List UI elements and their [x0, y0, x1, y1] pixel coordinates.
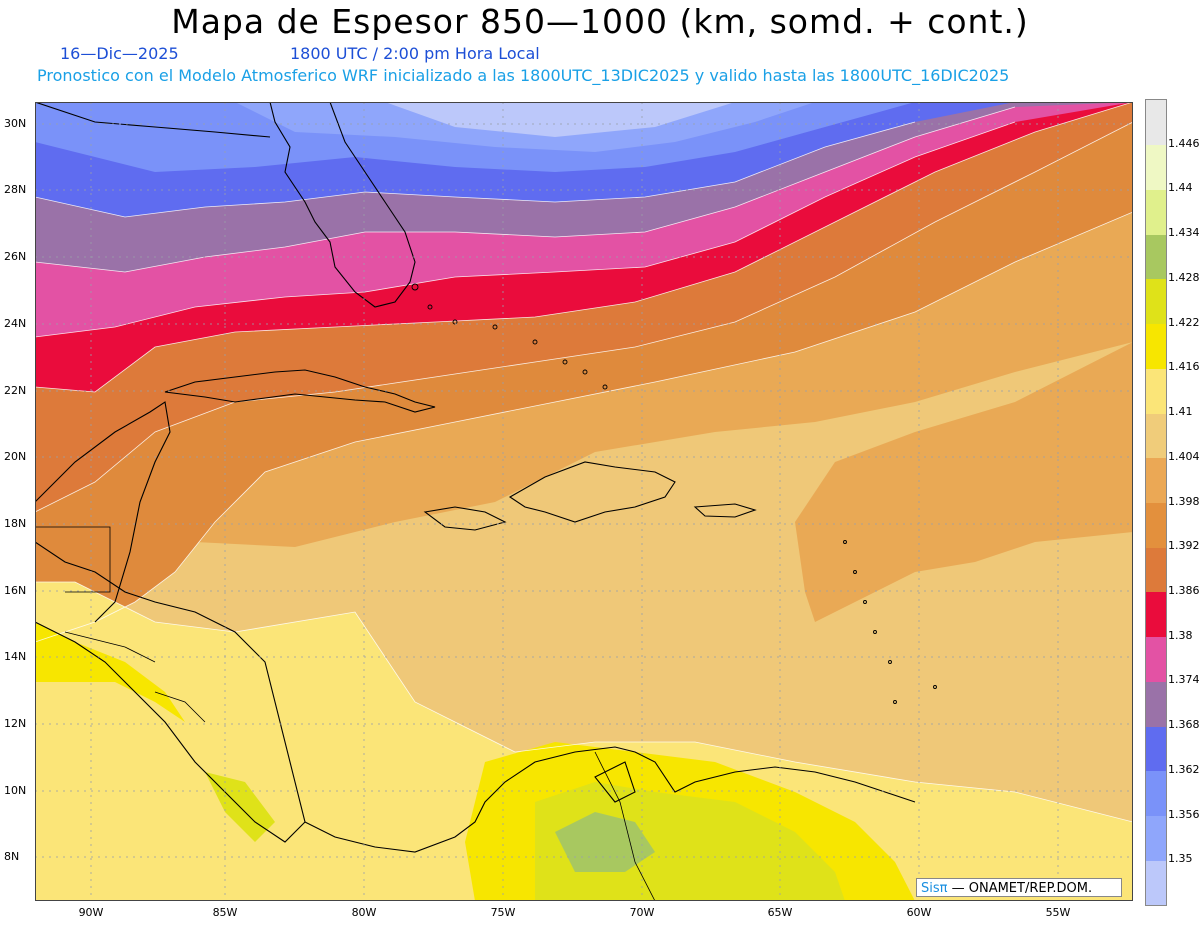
lon-tick-label: 55W: [1045, 906, 1071, 919]
sispi-logo: Sisπ: [921, 881, 948, 896]
legend-level-label: 1.392: [1168, 539, 1200, 553]
legend-swatch: [1146, 368, 1166, 414]
legend-level-label: 1.404: [1168, 449, 1200, 463]
lat-tick-label: 28N: [4, 183, 27, 196]
lat-tick-label: 14N: [4, 650, 27, 663]
legend-level-label: 1.428: [1168, 270, 1200, 284]
thickness-band-below-1350: [385, 102, 735, 137]
forecast-time: 1800 UTC / 2:00 pm Hora Local: [290, 44, 540, 63]
legend-swatch: [1146, 591, 1166, 638]
legend-level-label: 1.362: [1168, 762, 1200, 776]
legend-swatch: [1146, 770, 1166, 817]
legend-swatch: [1146, 815, 1166, 861]
lat-tick-label: 24N: [4, 317, 27, 330]
lon-tick-label: 80W: [351, 906, 377, 919]
legend-level-label: 1.416: [1168, 360, 1200, 374]
map-title: Mapa de Espesor 850—1000 (km, somd. + co…: [171, 2, 1029, 41]
thickness-band-1410-west: [35, 582, 1133, 901]
lat-tick-label: 16N: [4, 584, 27, 597]
legend-swatch: [1146, 457, 1166, 503]
islands: [411, 283, 937, 704]
coastlines: [35, 102, 916, 853]
lat-tick-label: 10N: [4, 784, 27, 797]
lat-tick-label: 12N: [4, 717, 27, 730]
credit-text: — ONAMET/REP.DOM.: [951, 881, 1093, 896]
legend-swatch: [1146, 413, 1166, 459]
legend-swatch: [1146, 100, 1166, 146]
lat-tick-label: 20N: [4, 450, 27, 463]
lon-tick-label: 90W: [78, 906, 104, 919]
legend-level-label: 1.35: [1168, 852, 1193, 866]
legend-swatch: [1146, 547, 1166, 593]
legend-level-label: 1.356: [1168, 807, 1200, 821]
thickness-map: [35, 102, 1133, 901]
legend-swatch: [1146, 681, 1166, 727]
lat-tick-label: 26N: [4, 250, 27, 263]
legend-swatch: [1146, 144, 1166, 190]
lon-tick-label: 60W: [906, 906, 932, 919]
lat-tick-label: 8N: [4, 850, 20, 863]
legend-swatch: [1146, 278, 1166, 325]
legend-swatch: [1146, 323, 1166, 369]
lat-tick-label: 30N: [4, 117, 27, 130]
legend-swatch: [1146, 502, 1166, 548]
lon-tick-label: 70W: [629, 906, 655, 919]
lon-tick-label: 65W: [767, 906, 793, 919]
country-borders: [35, 526, 656, 901]
legend-swatch: [1146, 860, 1166, 906]
legend-level-label: 1.434: [1168, 226, 1200, 240]
legend-swatch: [1146, 636, 1166, 682]
color-legend: [1145, 99, 1167, 906]
lat-tick-label: 18N: [4, 517, 27, 530]
thickness-band-1398-east: [795, 342, 1133, 622]
legend-swatch: [1146, 234, 1166, 280]
legend-level-label: 1.446: [1168, 136, 1200, 150]
legend-level-label: 1.386: [1168, 583, 1200, 597]
legend-level-label: 1.374: [1168, 673, 1200, 687]
lon-tick-label: 85W: [212, 906, 238, 919]
legend-swatch: [1146, 189, 1166, 235]
lat-lon-grid: [35, 102, 1133, 901]
model-info: Pronostico con el Modelo Atmosferico WRF…: [37, 66, 1010, 85]
lat-tick-label: 22N: [4, 384, 27, 397]
credit-box: Sisπ — ONAMET/REP.DOM.: [916, 878, 1122, 897]
lon-tick-label: 75W: [490, 906, 516, 919]
legend-level-label: 1.44: [1168, 181, 1193, 195]
legend-level-label: 1.398: [1168, 494, 1200, 508]
thickness-band-1416-central-america: [35, 622, 185, 722]
legend-level-label: 1.38: [1168, 628, 1193, 642]
legend-swatch: [1146, 726, 1166, 772]
legend-level-label: 1.422: [1168, 315, 1200, 329]
forecast-date: 16—Dic—2025: [60, 44, 179, 63]
legend-level-label: 1.41: [1168, 405, 1193, 419]
legend-level-label: 1.368: [1168, 718, 1200, 732]
